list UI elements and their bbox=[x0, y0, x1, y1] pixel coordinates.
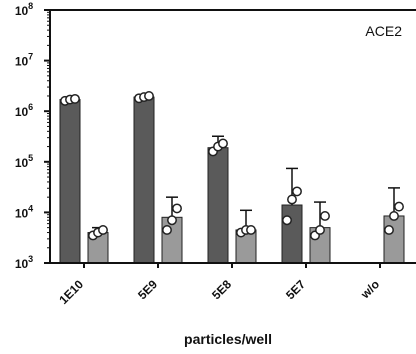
bar bbox=[383, 215, 405, 264]
bar bbox=[59, 99, 81, 264]
x-tick-label: 5E9 bbox=[135, 277, 160, 302]
x-tick-label: 5E8 bbox=[209, 277, 234, 302]
data-point bbox=[218, 138, 228, 149]
y-tick-label: 103 bbox=[15, 254, 33, 271]
data-point bbox=[320, 211, 330, 221]
data-point bbox=[394, 201, 404, 212]
data-point bbox=[282, 215, 292, 226]
x-axis-title: particles/well bbox=[184, 331, 272, 347]
y-tick-label: 106 bbox=[15, 102, 33, 119]
points-layer bbox=[60, 91, 404, 241]
data-point bbox=[389, 211, 399, 221]
bar bbox=[207, 147, 229, 264]
data-point bbox=[384, 224, 394, 235]
data-point bbox=[292, 186, 302, 197]
y-axis-ticks: 103 104 105 106 107 108 bbox=[15, 1, 50, 271]
y-tick-label: 104 bbox=[15, 203, 33, 220]
data-point bbox=[167, 215, 177, 226]
y-tick-label: 108 bbox=[15, 1, 33, 18]
y-tick-label: 105 bbox=[15, 153, 33, 170]
x-axis-ticks: 1E10 5E9 5E8 5E7 w/o bbox=[56, 263, 382, 307]
bar bbox=[281, 204, 303, 264]
data-point bbox=[246, 224, 256, 235]
bar bbox=[133, 96, 155, 264]
data-point bbox=[98, 224, 108, 235]
x-tick-label: w/o bbox=[357, 277, 382, 302]
data-point bbox=[70, 93, 80, 104]
data-point bbox=[287, 194, 297, 205]
x-tick-label: 5E7 bbox=[283, 277, 308, 302]
data-point bbox=[162, 224, 172, 235]
data-point bbox=[315, 224, 325, 235]
x-tick-label: 1E10 bbox=[56, 277, 86, 307]
error-bars-layer bbox=[64, 94, 400, 233]
data-point bbox=[144, 91, 154, 101]
bars-layer bbox=[59, 96, 405, 264]
data-point bbox=[172, 203, 182, 214]
y-tick-label: 107 bbox=[15, 52, 33, 69]
chart-annotation: ACE2 bbox=[365, 23, 402, 39]
